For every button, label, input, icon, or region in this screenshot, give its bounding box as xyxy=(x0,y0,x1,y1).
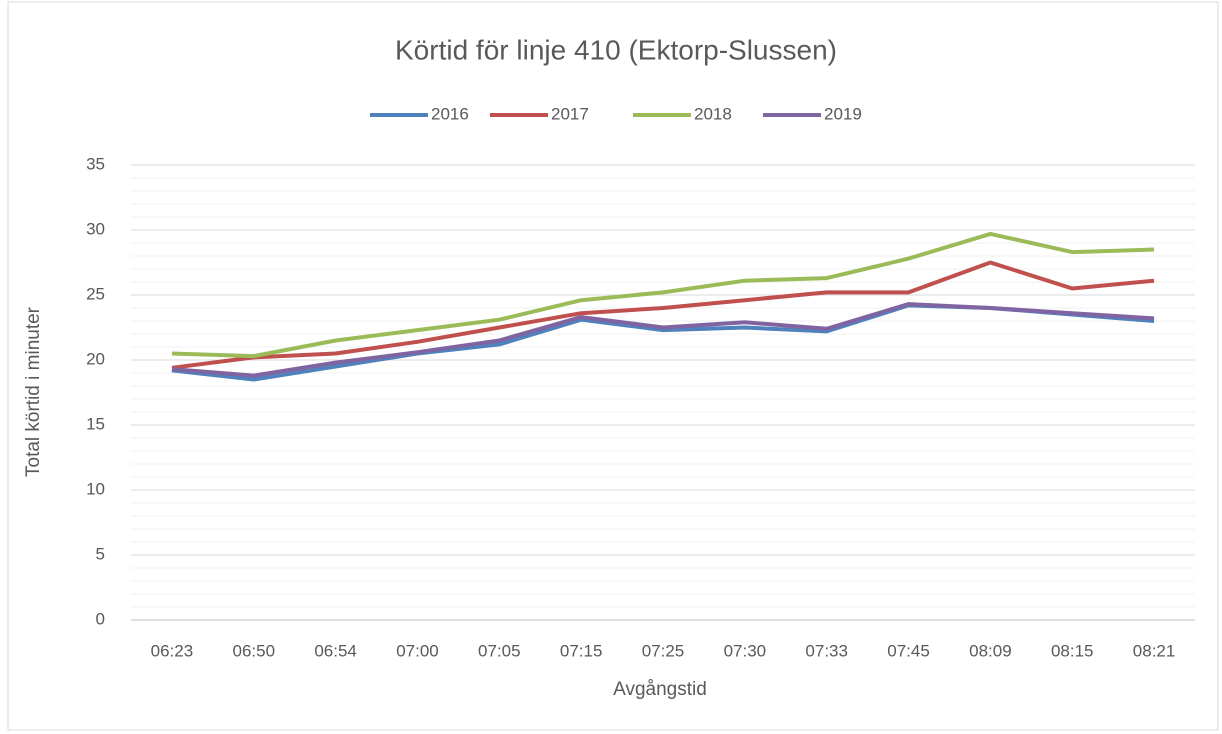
legend-label: 2019 xyxy=(824,104,862,123)
chart-border xyxy=(7,1,1219,731)
x-tick-label: 08:21 xyxy=(1133,641,1176,660)
y-tick-label: 25 xyxy=(86,284,105,303)
legend-label: 2017 xyxy=(551,104,589,123)
y-tick-label: 0 xyxy=(96,609,105,628)
line xyxy=(171,231,1155,359)
legend-label: 2018 xyxy=(694,104,732,123)
x-tick-label: 07:30 xyxy=(724,641,767,660)
y-tick-label: 10 xyxy=(86,479,105,498)
x-tick-label: 06:23 xyxy=(151,641,194,660)
y-tick-label: 5 xyxy=(96,544,105,563)
x-tick-label: 07:15 xyxy=(560,641,603,660)
chart-title: Körtid för linje 410 (Ektorp-Slussen) xyxy=(395,34,837,65)
x-tick-label: 06:50 xyxy=(232,641,275,660)
y-tick-label: 20 xyxy=(86,349,105,368)
x-tick-label: 07:33 xyxy=(805,641,848,660)
y-tick-label: 30 xyxy=(86,219,105,238)
legend-label: 2016 xyxy=(431,104,469,123)
x-tick-label: 07:00 xyxy=(396,641,439,660)
y-tick-label: 15 xyxy=(86,414,105,433)
line xyxy=(171,302,1155,378)
x-tick-label: 08:09 xyxy=(969,641,1012,660)
y-tick-label: 35 xyxy=(86,154,105,173)
x-tick-label: 07:45 xyxy=(887,641,930,660)
x-tick-label: 06:54 xyxy=(314,641,357,660)
x-axis-label: Avgångstid xyxy=(613,679,707,700)
x-tick-label: 07:05 xyxy=(478,641,521,660)
x-tick-label: 08:15 xyxy=(1051,641,1094,660)
y-axis-label: Total körtid i minuter xyxy=(23,306,44,477)
x-tick-label: 07:25 xyxy=(642,641,685,660)
line xyxy=(171,260,1155,370)
